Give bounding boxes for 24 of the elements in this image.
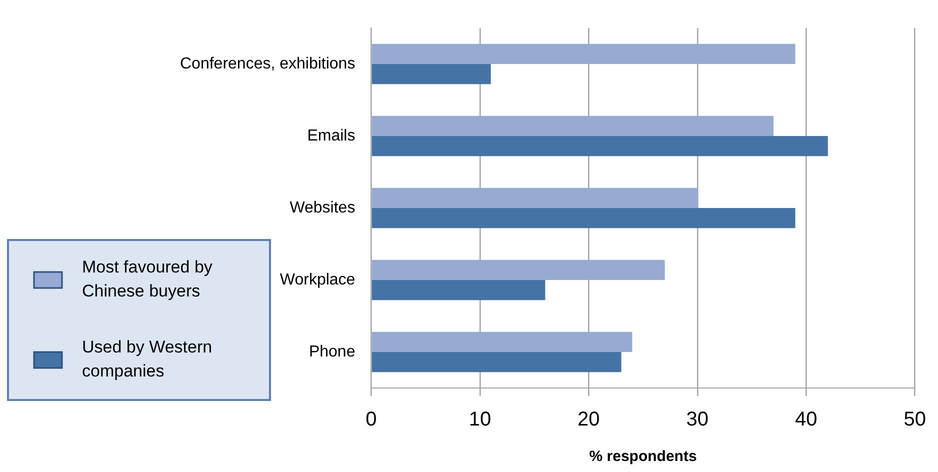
bar [372, 116, 774, 136]
y-tick-label: Phone [308, 343, 356, 360]
bar [372, 280, 546, 300]
x-tick-label: 0 [366, 408, 377, 431]
x-axis-title: % respondents [589, 448, 697, 466]
bar [372, 260, 665, 280]
y-tick-label: Websites [290, 199, 356, 216]
legend-label: Most favoured by Chinese buyers [82, 258, 213, 301]
legend-label: Used by Western companies [82, 338, 212, 381]
y-tick-label: Workplace [280, 271, 356, 288]
x-tick-label: 20 [578, 408, 600, 431]
bar [372, 44, 796, 64]
x-tick-label: 50 [904, 408, 926, 431]
bar [372, 332, 632, 352]
x-tick-label: 10 [468, 408, 492, 431]
bar [372, 136, 828, 156]
y-tick-label: Conferences, exhibitions [180, 55, 356, 72]
bar [372, 208, 796, 228]
bar [372, 352, 622, 372]
y-tick-label: Emails [307, 127, 356, 144]
bar [372, 64, 491, 84]
x-tick-label: 30 [686, 408, 709, 431]
x-tick-label: 40 [795, 408, 818, 431]
bar [372, 188, 698, 208]
